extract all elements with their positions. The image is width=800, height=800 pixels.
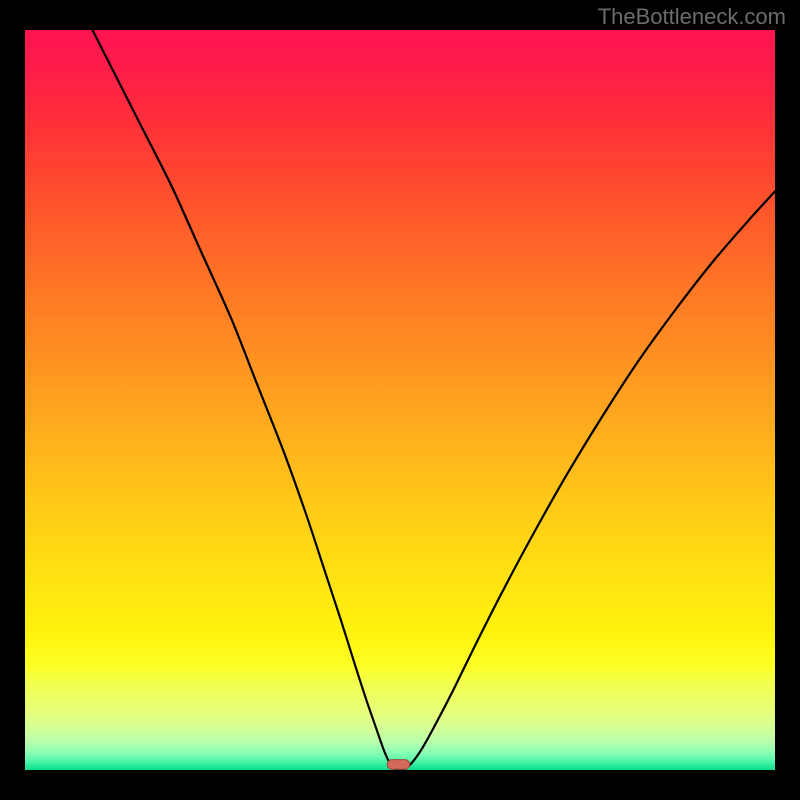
plot-background	[25, 30, 775, 770]
bottleneck-curve-chart	[0, 0, 800, 800]
chart-stage: TheBottleneck.com	[0, 0, 800, 800]
optimal-point-marker	[387, 760, 410, 770]
